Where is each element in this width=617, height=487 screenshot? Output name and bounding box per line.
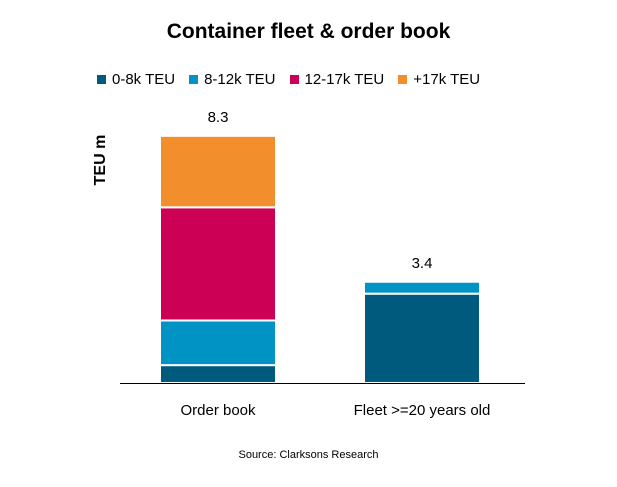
legend-label: +17k TEU — [413, 71, 481, 88]
labels-group: 8.3 Order book 3.4 Fleet >=20 years old — [180, 109, 490, 419]
legend-item: +17k TEU — [398, 71, 480, 88]
bar-segment — [363, 292, 481, 384]
legend-item: 12-17k TEU — [289, 71, 385, 88]
legend-swatch — [97, 75, 106, 84]
total-label: 3.4 — [412, 255, 433, 272]
legend-item: 0-8k TEU — [97, 71, 175, 88]
category-label: Order book — [180, 402, 256, 419]
bar-segment — [159, 206, 277, 322]
legend: 0-8k TEU 8-12k TEU 12-17k TEU +17k TEU — [97, 71, 480, 88]
y-axis-title: TEU m — [92, 135, 109, 186]
bar-segment — [159, 134, 277, 209]
legend-swatch — [189, 75, 199, 84]
total-label: 8.3 — [208, 109, 229, 126]
bar-segment — [159, 364, 277, 384]
legend-swatch — [289, 75, 299, 84]
legend-label: 8-12k TEU — [204, 71, 276, 88]
bar-segment — [159, 319, 277, 367]
source-note: Source: Clarksons Research — [238, 449, 379, 461]
legend-label: 12-17k TEU — [304, 71, 385, 88]
legend-label: 0-8k TEU — [112, 71, 176, 88]
legend-item: 8-12k TEU — [189, 71, 276, 88]
bar-segment — [363, 280, 481, 295]
chart-title: Container fleet & order book — [166, 20, 451, 43]
legend-swatch — [398, 75, 408, 84]
category-label: Fleet >=20 years old — [354, 402, 491, 419]
